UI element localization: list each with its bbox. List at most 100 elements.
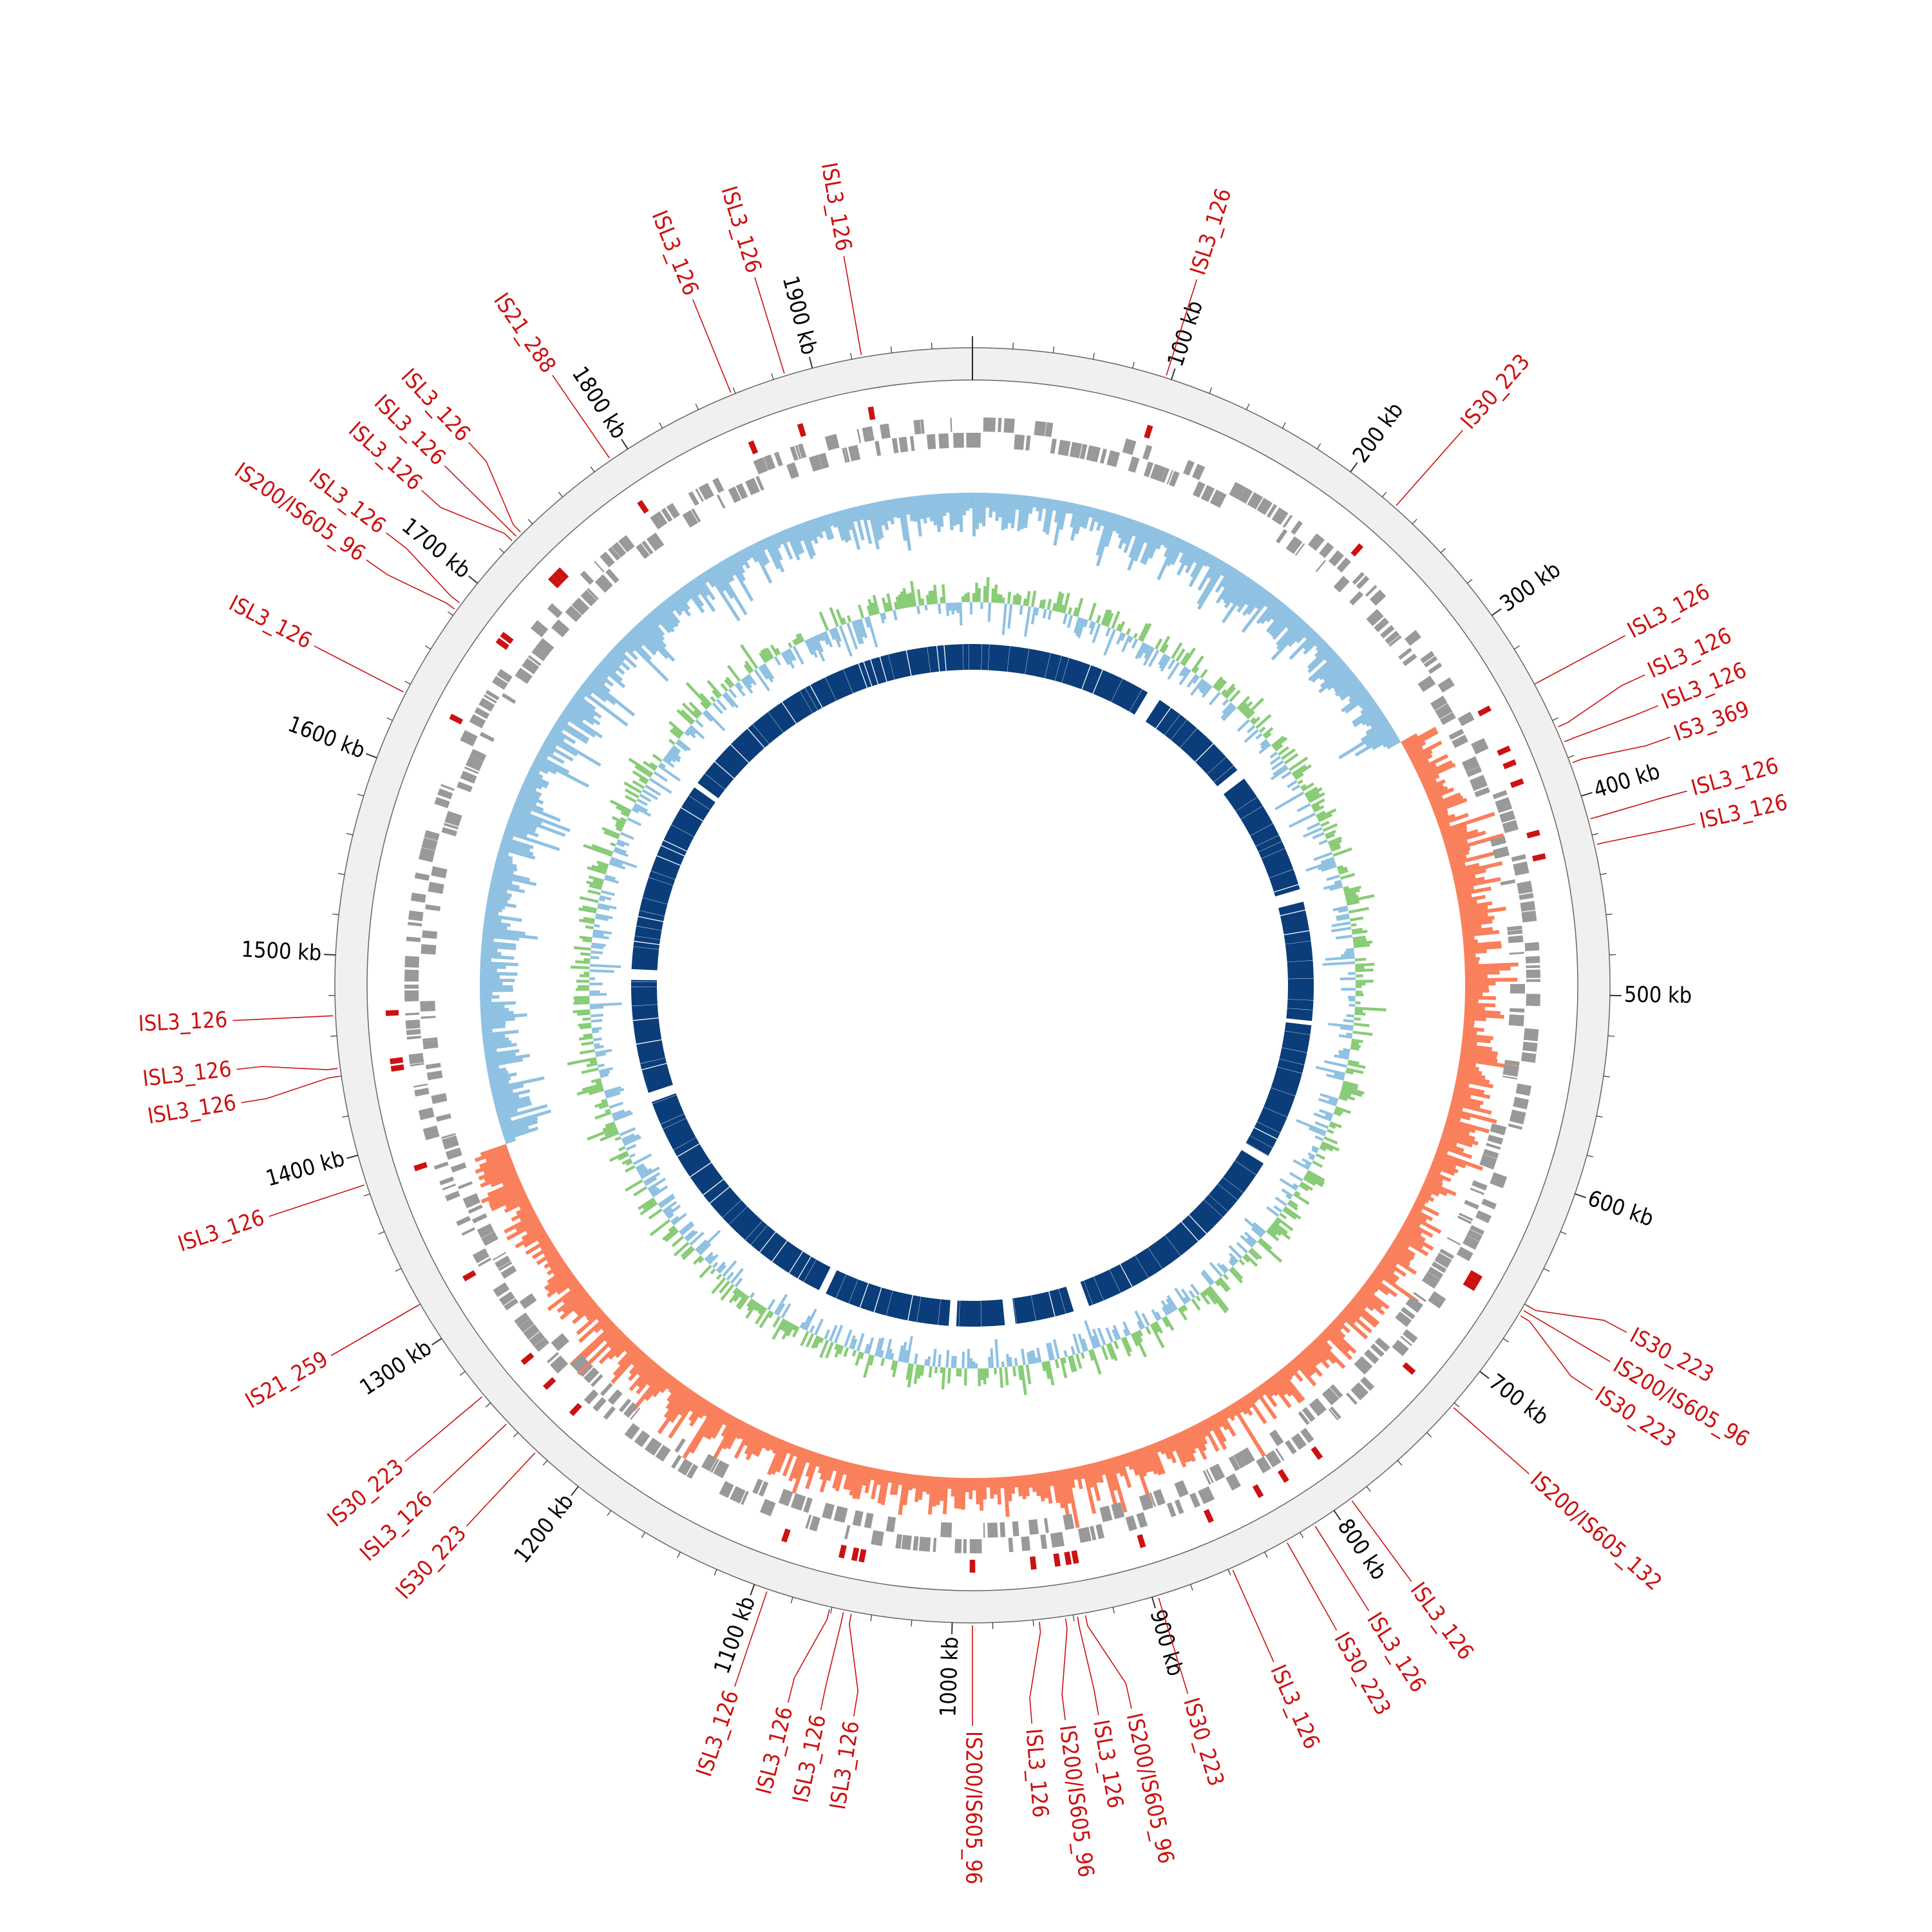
minor-tick xyxy=(460,1372,465,1376)
minor-tick xyxy=(346,833,353,835)
cds-feature xyxy=(886,1517,896,1533)
gc-content-bar xyxy=(1075,598,1083,617)
cds-feature xyxy=(1319,542,1334,558)
cds-feature xyxy=(940,1522,952,1538)
gc-content-bar xyxy=(940,1367,943,1373)
cds-feature xyxy=(1070,442,1082,458)
gc-content-bar xyxy=(959,1368,962,1377)
cds-feature xyxy=(409,1053,424,1065)
scale-label: 1400 kb xyxy=(263,1146,348,1192)
major-tick xyxy=(1575,1194,1586,1198)
gc-content-bar xyxy=(1340,978,1356,981)
gc-content-bar xyxy=(978,1368,981,1387)
blast-hit-block xyxy=(632,947,659,971)
cds-feature xyxy=(421,1016,435,1019)
gc-content-bar xyxy=(1067,615,1073,628)
gc-content-bar xyxy=(650,1219,670,1236)
gc-skew-bar xyxy=(1465,981,1495,985)
minor-tick xyxy=(1514,646,1519,649)
gc-content-bar xyxy=(994,1368,997,1374)
cds-feature xyxy=(404,990,419,1001)
gc-content-bar xyxy=(730,1268,744,1284)
minor-tick xyxy=(513,1432,518,1437)
minor-tick xyxy=(1209,388,1212,393)
gc-content-bar xyxy=(1331,927,1352,933)
cds-feature xyxy=(717,495,726,509)
cds-feature xyxy=(462,1227,476,1236)
blast-hit-block xyxy=(1287,999,1314,1010)
gc-content-bar xyxy=(1047,599,1052,610)
gc-content-bar xyxy=(1096,615,1101,623)
scale-label: 1800 kb xyxy=(567,362,632,444)
gc-content-bar xyxy=(1020,1365,1027,1395)
gc-content-bar xyxy=(1324,1060,1347,1068)
gc-content-bar xyxy=(1005,1367,1009,1386)
gc-content-bar xyxy=(1291,784,1300,791)
gc-content-bar xyxy=(1349,1004,1356,1007)
gc-content-bar xyxy=(880,1358,885,1366)
gc-content-bar xyxy=(858,605,864,619)
gc-skew-bar xyxy=(948,1477,952,1489)
cds-feature xyxy=(1198,1486,1215,1504)
is-element-label: IS30_223 xyxy=(1178,1695,1229,1790)
cds-feature xyxy=(472,1213,488,1224)
cds-feature xyxy=(406,936,421,942)
gc-content-bar xyxy=(614,1136,621,1141)
gc-content-bar xyxy=(582,1068,599,1074)
is-element-marker xyxy=(1137,1534,1146,1548)
cds-feature xyxy=(405,1012,419,1016)
minor-tick xyxy=(607,1510,611,1515)
minor-tick xyxy=(1560,1231,1566,1234)
scale-label: 500 kb xyxy=(1624,982,1692,1009)
gc-content-bar xyxy=(847,615,851,622)
gc-content-bar xyxy=(1237,719,1250,732)
scale-label: 600 kb xyxy=(1584,1186,1657,1232)
gc-content-bar xyxy=(633,1186,647,1197)
is-element-track xyxy=(386,406,1546,1573)
gc-content-bar xyxy=(810,1325,815,1333)
gc-content-bar xyxy=(571,965,590,969)
cds-feature xyxy=(419,1108,435,1121)
cds-feature xyxy=(428,882,444,894)
gc-content-bar xyxy=(1257,1240,1282,1263)
cds-feature xyxy=(445,1191,460,1201)
is-element-leader xyxy=(1086,1615,1132,1709)
major-tick xyxy=(1334,1510,1340,1520)
gc-content-bar xyxy=(767,1299,775,1311)
gc-content-bar xyxy=(972,593,975,602)
blast-hit-block xyxy=(945,644,963,670)
cds-feature xyxy=(407,1036,421,1039)
cds-feature xyxy=(864,1513,874,1529)
gc-content-bar xyxy=(1132,639,1138,649)
gc-content-bar xyxy=(633,1153,652,1165)
gc-content-bar xyxy=(1297,803,1311,812)
gc-content-bar xyxy=(1031,607,1036,625)
gc-skew-bar xyxy=(986,493,990,507)
cds-feature xyxy=(1524,1028,1539,1041)
is-element-label: ISL3_126 xyxy=(715,183,766,276)
minor-tick xyxy=(1113,1607,1114,1614)
minor-tick xyxy=(1412,519,1417,524)
blast-hit-block xyxy=(633,1018,661,1044)
gc-skew-bar xyxy=(986,1478,990,1488)
cds-feature xyxy=(983,1523,985,1538)
gc-content-bar xyxy=(626,1144,637,1151)
gc-content-bar xyxy=(1352,1030,1372,1036)
cds-feature xyxy=(1526,979,1540,981)
minor-tick xyxy=(831,1607,832,1614)
gc-skew-bar xyxy=(983,1478,987,1500)
cds-feature xyxy=(1122,439,1137,455)
gc-content-bar xyxy=(1318,839,1327,845)
gc-content-bar xyxy=(618,1146,626,1151)
gc-content-bar xyxy=(590,964,621,969)
cds-feature xyxy=(1458,712,1475,726)
backbone-inner-edge xyxy=(367,380,1578,1591)
gc-content-bar xyxy=(1255,733,1262,739)
cds-feature xyxy=(436,1113,451,1122)
scale-label: 1300 kb xyxy=(355,1335,437,1401)
cds-feature xyxy=(892,438,899,453)
gc-content-bar xyxy=(924,605,927,611)
gc-content-bar xyxy=(1223,1274,1229,1280)
gc-content-bar xyxy=(1354,1012,1365,1016)
major-tick xyxy=(571,1486,578,1495)
